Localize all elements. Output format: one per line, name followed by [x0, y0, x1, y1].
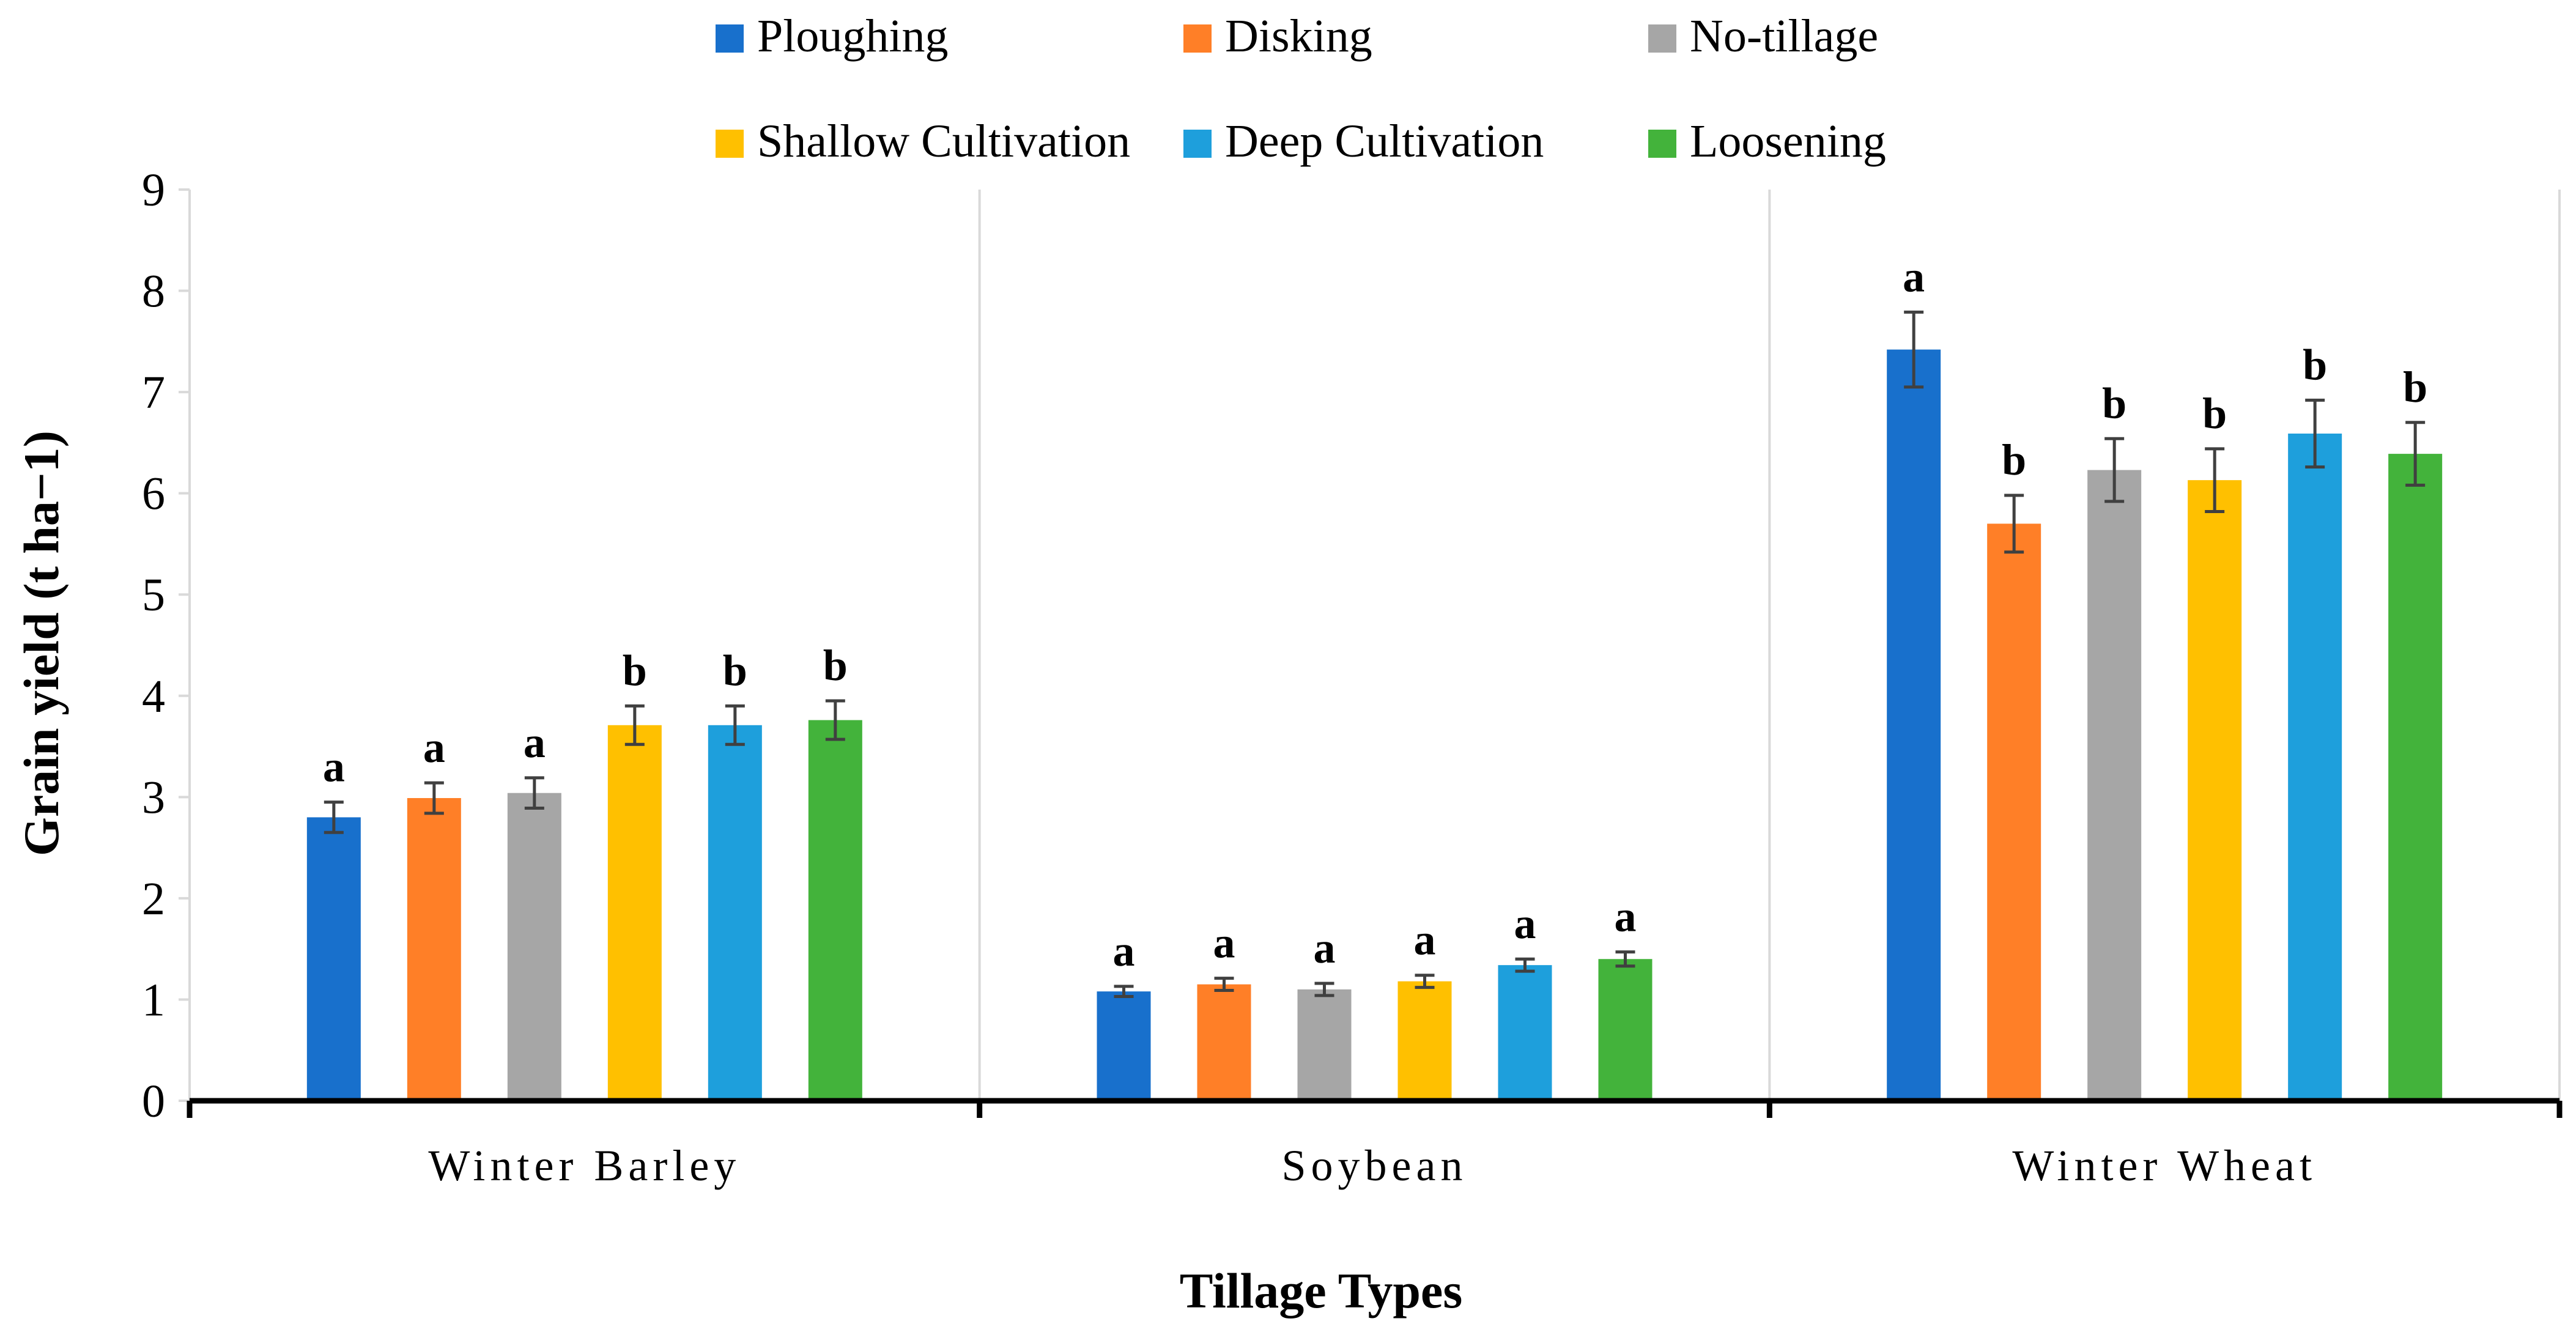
- y-tick-label: 9: [142, 165, 165, 216]
- y-tick-label: 4: [142, 671, 165, 722]
- legend-label: Deep Cultivation: [1225, 116, 1544, 167]
- bar: [2087, 470, 2142, 1101]
- significance-label: a: [524, 718, 546, 767]
- bar: [2288, 433, 2342, 1101]
- significance-label: a: [423, 723, 445, 772]
- bar: [1987, 523, 2041, 1101]
- y-tick-label: 0: [142, 1076, 165, 1127]
- y-tick-label: 8: [142, 266, 165, 317]
- significance-label: a: [1113, 926, 1135, 975]
- significance-label: a: [1615, 892, 1637, 941]
- bar: [1397, 981, 1452, 1101]
- y-tick-label: 7: [142, 367, 165, 418]
- y-tick-label: 3: [142, 772, 165, 823]
- bar: [1197, 984, 1251, 1101]
- y-tick-label: 6: [142, 468, 165, 520]
- bar: [2388, 454, 2443, 1101]
- legend-swatch: [716, 24, 744, 53]
- significance-label: b: [2102, 379, 2126, 427]
- y-tick-label: 2: [142, 873, 165, 925]
- significance-label: a: [1903, 252, 1925, 301]
- y-tick-label: 1: [142, 974, 165, 1026]
- significance-label: a: [323, 742, 345, 791]
- significance-label: b: [2002, 435, 2026, 484]
- bar: [1297, 989, 1352, 1101]
- bar: [2188, 480, 2242, 1101]
- grid-lines: [978, 190, 2561, 1101]
- axes: 0 1 2 3 4 5 6 7 8 9 Winter Barley Soybean Winter Whe…: [142, 165, 2563, 1190]
- x-axis-title: Tillage Types: [1180, 1263, 1463, 1318]
- significance-label: a: [1414, 915, 1436, 964]
- significance-label: a: [1213, 919, 1235, 967]
- bars: a a a b b b a a a a a a a b b b b b: [306, 252, 2443, 1101]
- legend-swatch: [1183, 24, 1212, 53]
- y-tick-label: 5: [142, 569, 165, 621]
- bar: [407, 797, 461, 1101]
- bar: [1887, 349, 1941, 1101]
- bar: [306, 817, 361, 1101]
- legend-label: No-tillage: [1690, 10, 1878, 62]
- significance-label: b: [2403, 363, 2427, 412]
- bar: [507, 793, 561, 1101]
- bar: [1598, 959, 1653, 1101]
- bar: [708, 725, 762, 1101]
- y-axis-title: Grain yield (t ha−1): [13, 431, 69, 856]
- legend-label: Disking: [1225, 10, 1372, 62]
- significance-label: b: [2202, 389, 2227, 438]
- bar: [808, 720, 862, 1101]
- bar: [607, 725, 662, 1101]
- significance-label: b: [823, 641, 848, 690]
- significance-label: b: [623, 646, 647, 695]
- legend-swatch: [1648, 130, 1676, 158]
- x-category-label: Soybean: [1282, 1141, 1468, 1190]
- x-category-label: Winter Barley: [428, 1141, 741, 1190]
- legend: Ploughing Disking No-tillage Shallow Cultiv…: [716, 10, 1886, 167]
- bar: [1498, 965, 1552, 1101]
- legend-label: Loosening: [1690, 116, 1886, 167]
- significance-label: a: [1514, 899, 1536, 948]
- legend-label: Ploughing: [757, 10, 949, 62]
- bar: [1097, 991, 1151, 1101]
- x-category-label: Winter Wheat: [2012, 1141, 2317, 1190]
- legend-label: Shallow Cultivation: [757, 116, 1130, 167]
- significance-label: b: [2303, 340, 2327, 389]
- significance-label: a: [1314, 923, 1336, 972]
- legend-swatch: [1648, 24, 1676, 53]
- significance-label: b: [723, 646, 747, 695]
- legend-swatch: [716, 130, 744, 158]
- legend-swatch: [1183, 130, 1212, 158]
